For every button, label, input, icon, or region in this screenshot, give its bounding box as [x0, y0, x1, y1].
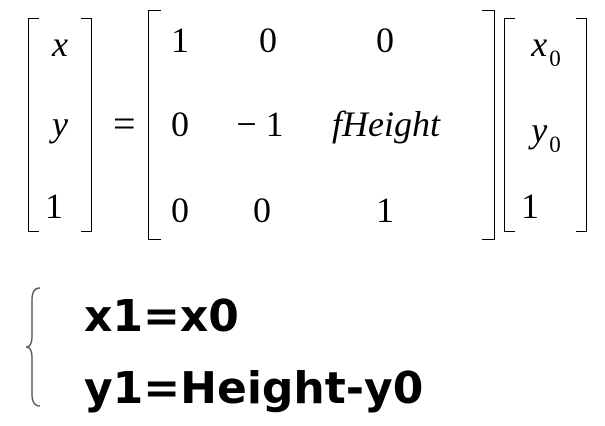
matrix-cell-r2c1: 0 [171, 104, 189, 144]
lhs-left-bracket [28, 18, 39, 232]
matrix-cell-r3c1: 0 [171, 190, 189, 230]
lhs-one: 1 [45, 186, 63, 226]
rhs-x0: x0 [531, 24, 561, 71]
matrix-cell-r3c2: 0 [253, 190, 271, 230]
equals-sign: = [113, 101, 136, 146]
rhs-x0-sub: 0 [549, 46, 561, 71]
lhs-y: y [52, 104, 68, 144]
matrix-cell-r2c3: fHeight [332, 104, 440, 144]
matrix-cell-r1c2: 0 [259, 20, 277, 60]
rhs-y0-sub: 0 [549, 132, 561, 157]
matrix-cell-r1c3: 0 [376, 20, 394, 60]
matrix-cell-r3c3: 1 [376, 190, 394, 230]
equation-line-2: y1=Height-y0 [84, 363, 424, 414]
rhs-y0-base: y [531, 110, 548, 150]
matrix-cell-r1c1: 1 [171, 20, 189, 60]
rhs-right-bracket [576, 18, 587, 232]
lhs-right-bracket [81, 18, 92, 232]
rhs-one: 1 [521, 186, 539, 226]
lhs-x: x [52, 24, 68, 64]
left-brace-icon [25, 287, 41, 407]
matrix-right-bracket [482, 10, 495, 240]
rhs-y0: y0 [531, 110, 561, 157]
matrix-left-bracket [148, 10, 161, 240]
rhs-left-bracket [504, 18, 515, 232]
rhs-x0-base: x [531, 24, 548, 64]
equation-line-1: x1=x0 [84, 291, 239, 342]
matrix-cell-r2c2: − 1 [236, 104, 284, 144]
